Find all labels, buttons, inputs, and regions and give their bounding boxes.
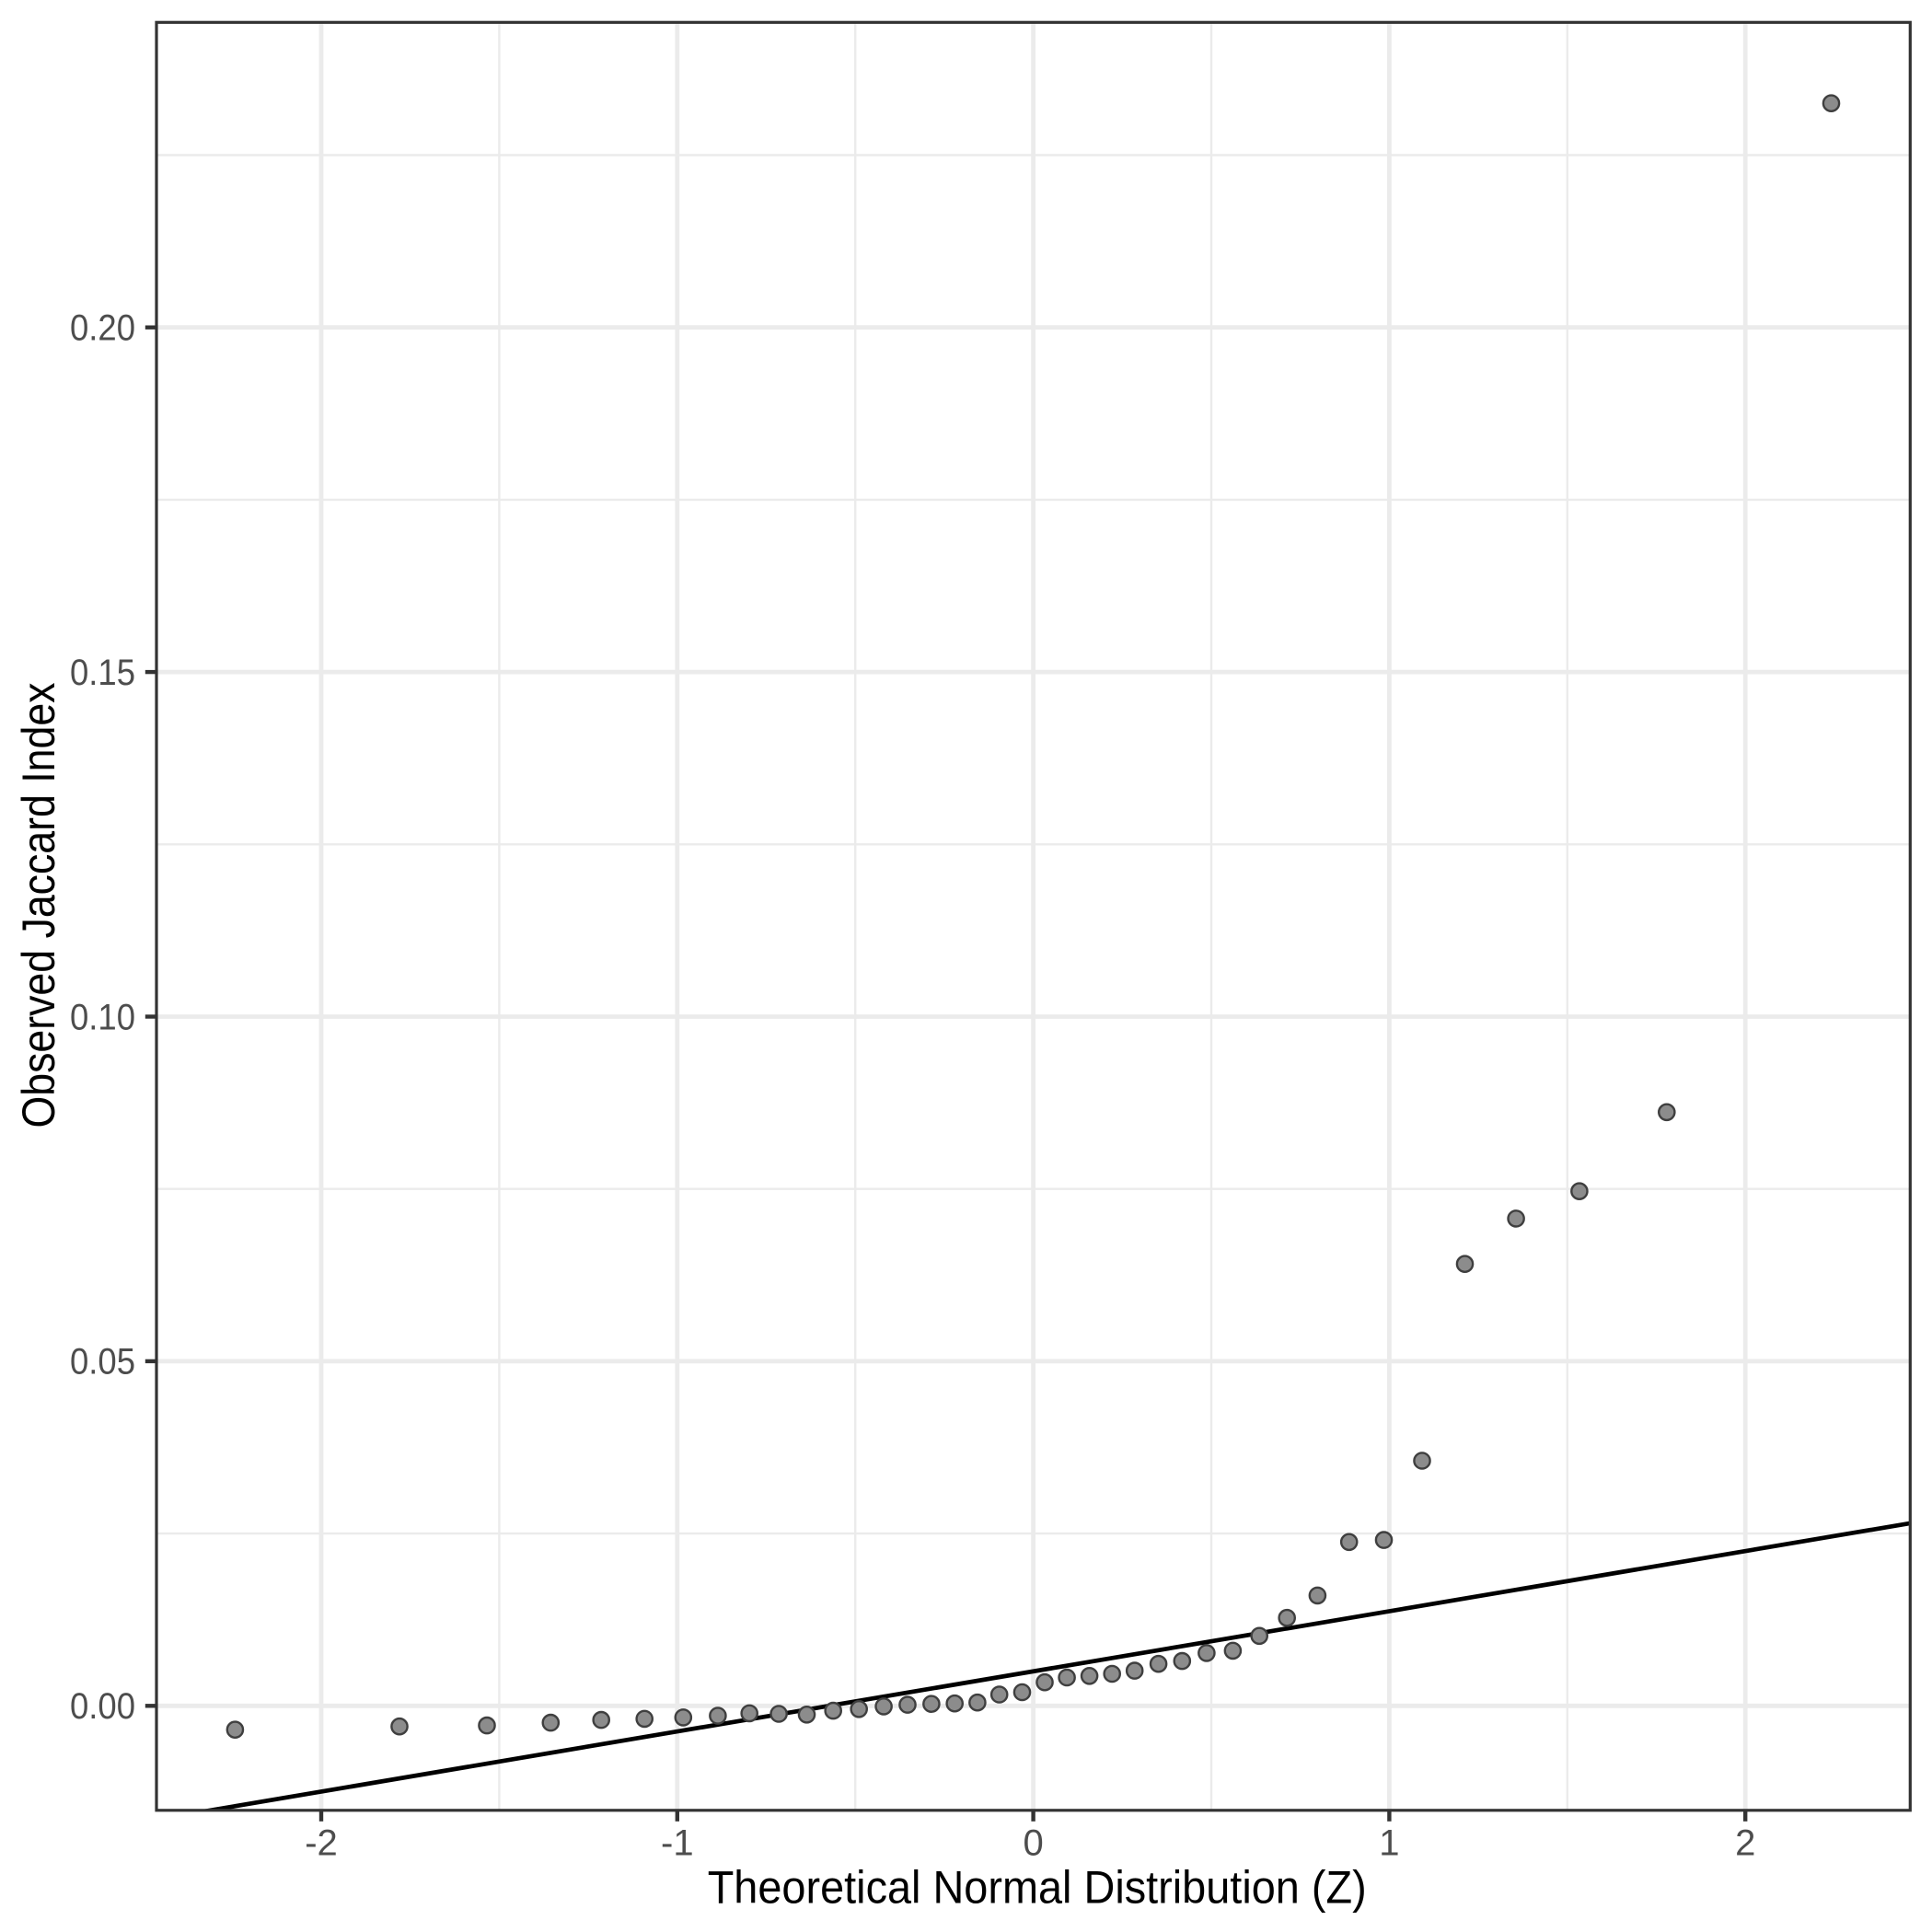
svg-text:0.00: 0.00 bbox=[70, 1686, 135, 1727]
svg-text:-1: -1 bbox=[661, 1822, 694, 1863]
svg-text:0.10: 0.10 bbox=[70, 997, 135, 1037]
svg-text:0.15: 0.15 bbox=[70, 653, 135, 693]
svg-text:0: 0 bbox=[1023, 1822, 1043, 1863]
svg-text:2: 2 bbox=[1735, 1822, 1755, 1863]
svg-text:1: 1 bbox=[1379, 1822, 1399, 1863]
svg-text:Observed Jaccard Index: Observed Jaccard Index bbox=[13, 683, 64, 1128]
svg-text:0.05: 0.05 bbox=[70, 1342, 135, 1382]
svg-text:-2: -2 bbox=[305, 1822, 338, 1863]
svg-text:0.20: 0.20 bbox=[70, 308, 135, 349]
svg-text:Theoretical Normal Distributio: Theoretical Normal Distribution (Z) bbox=[708, 1861, 1367, 1913]
